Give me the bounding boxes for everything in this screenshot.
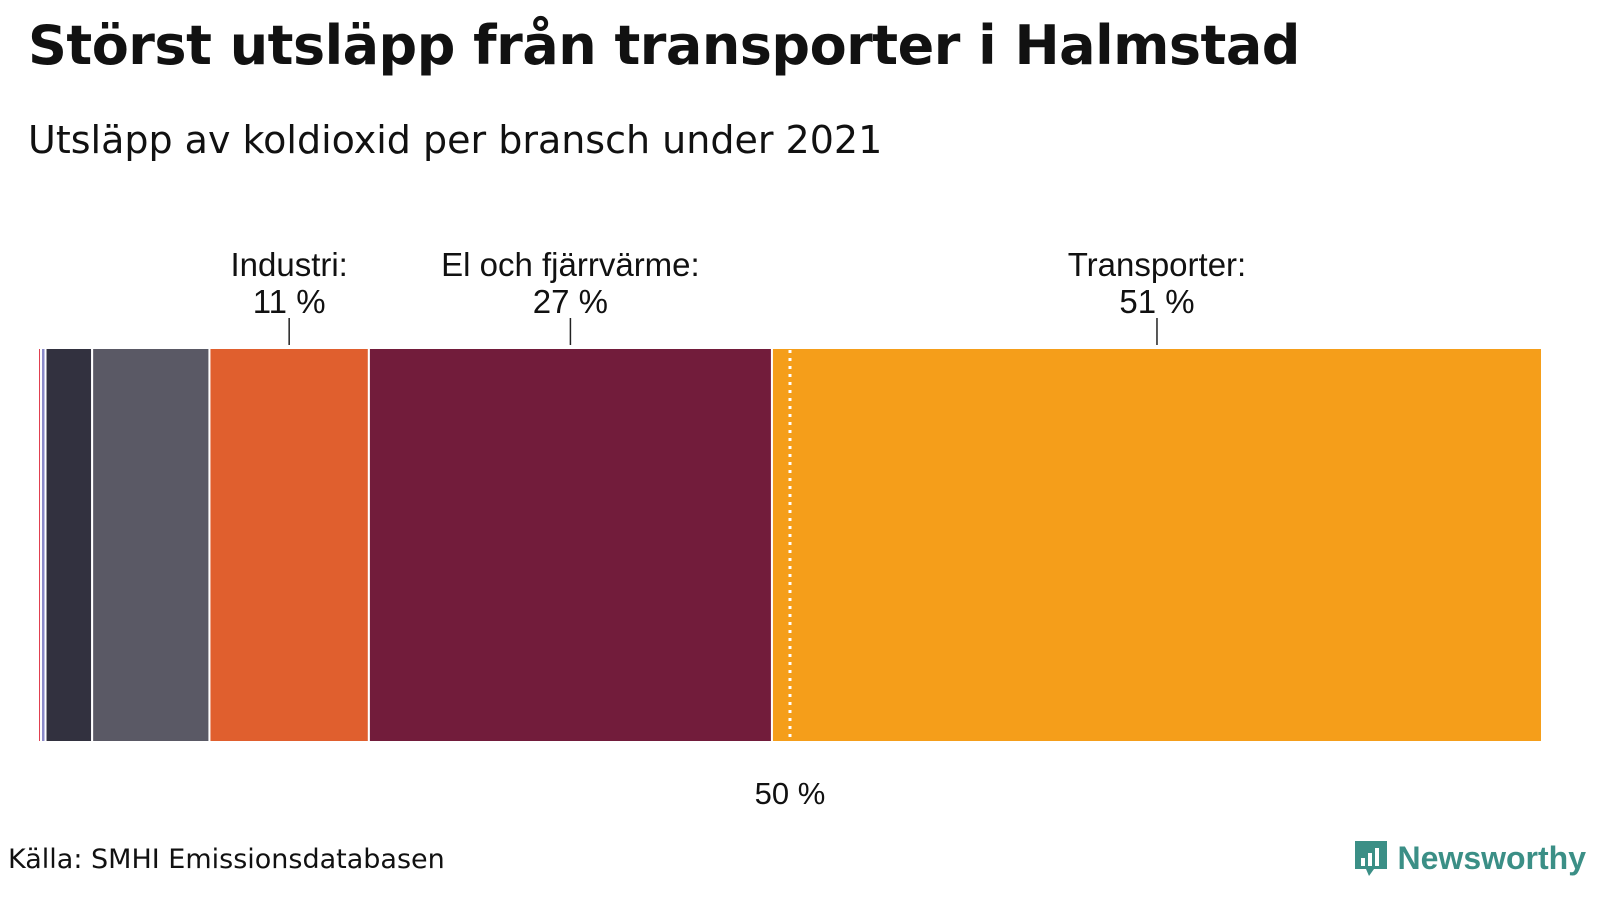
bar-segment-3 (91, 347, 211, 743)
bar-segment-2 (44, 347, 94, 743)
bar-segment-6 (770, 347, 1543, 743)
segment-value-label-6: 51 % (1119, 283, 1194, 320)
segment-name-label-5: El och fjärrvärme: (441, 246, 700, 283)
segment-value-label-4: 11 % (253, 283, 326, 320)
bar-segment-5 (367, 347, 773, 743)
newsworthy-logo-text: Newsworthy (1397, 839, 1586, 876)
segment-name-label-6: Transporter: (1068, 246, 1247, 283)
segment-value-label-5: 27 % (533, 283, 608, 320)
newsworthy-logo[interactable]: Newsworthy (1352, 838, 1586, 878)
newsworthy-logo-icon (1354, 841, 1387, 876)
chart-subtitle: Utsläpp av koldioxid per bransch under 2… (28, 118, 883, 162)
chart-title: Störst utsläpp från transporter i Halmst… (28, 14, 1300, 77)
stacked-bar-chart: Industri:11 % El och fjärrvärme:27 % Trans… (37, 246, 1543, 811)
bar-segment-4 (208, 347, 370, 743)
reference-line-label: 50 % (755, 776, 826, 811)
source-note: Källa: SMHI Emissionsdatabasen (8, 844, 445, 875)
segment-name-label-4: Industri: (230, 246, 347, 283)
